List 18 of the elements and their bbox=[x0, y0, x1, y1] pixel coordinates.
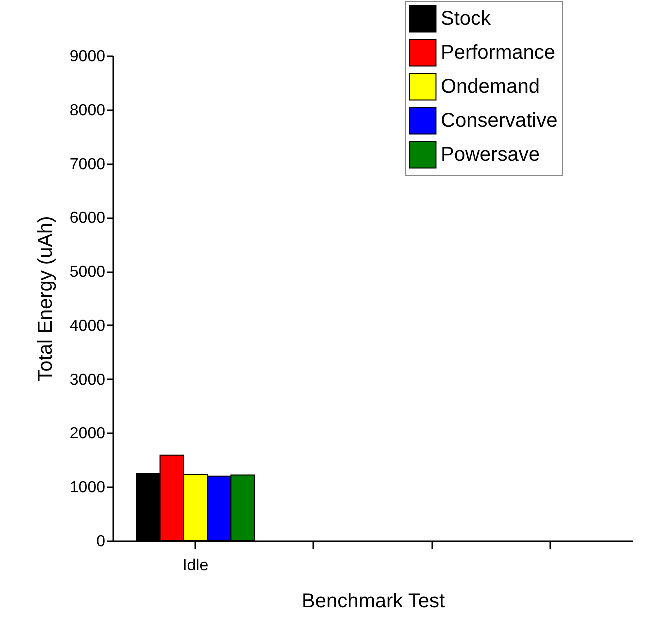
y-tick-label: 1000 bbox=[70, 480, 106, 497]
y-tick-label: 2000 bbox=[70, 426, 106, 443]
y-tick-label: 0 bbox=[96, 534, 106, 550]
y-tick-label: 7000 bbox=[70, 156, 106, 174]
y-tick-label: 3000 bbox=[70, 372, 106, 389]
x-axis-title: Benchmark Test bbox=[302, 590, 446, 612]
y-axis-title: Total Energy (uAh) bbox=[34, 216, 57, 382]
legend-label: Ondemand bbox=[441, 76, 540, 98]
x-tick-label: Idle bbox=[182, 558, 209, 574]
y-tick-label: 6000 bbox=[70, 210, 106, 228]
y-tick-label: 4000 bbox=[70, 318, 106, 335]
legend-label: Powersave bbox=[441, 144, 540, 166]
y-tick-label: 5000 bbox=[70, 264, 106, 282]
y-tick-label: 8000 bbox=[70, 102, 106, 120]
legend-label: Performance bbox=[441, 42, 556, 64]
y-tick-label: 9000 bbox=[70, 48, 106, 66]
legend-label: Stock bbox=[441, 8, 492, 30]
legend-label: Conservative bbox=[441, 110, 558, 132]
